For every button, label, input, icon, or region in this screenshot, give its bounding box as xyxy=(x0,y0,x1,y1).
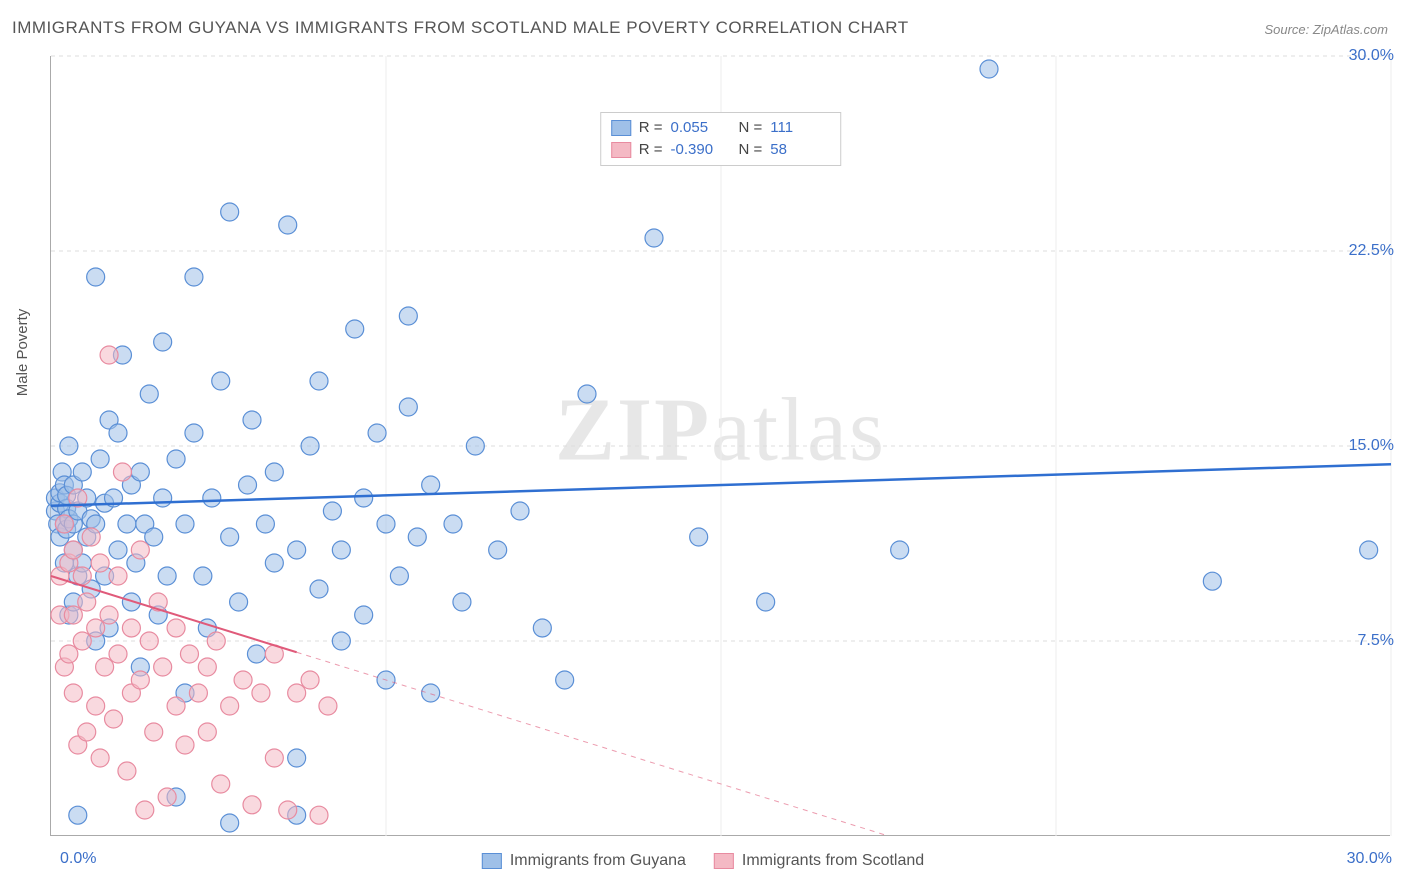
correlation-legend: R = 0.055 N = 111 R = -0.390 N = 58 xyxy=(600,112,842,166)
x-tick-min: 0.0% xyxy=(60,850,96,868)
legend-label-scotland: Immigrants from Scotland xyxy=(742,852,924,870)
y-axis-label: Male Poverty xyxy=(14,309,31,397)
series-legend: Immigrants from Guyana Immigrants from S… xyxy=(482,852,924,870)
r-label: R = xyxy=(639,117,663,139)
y-tick-label: 7.5% xyxy=(1358,632,1394,650)
r-value-scotland: -0.390 xyxy=(671,139,731,161)
plot-svg xyxy=(51,56,1390,835)
legend-label-guyana: Immigrants from Guyana xyxy=(510,852,686,870)
n-value-guyana: 111 xyxy=(770,117,830,139)
r-value-guyana: 0.055 xyxy=(671,117,731,139)
n-label: N = xyxy=(739,117,763,139)
legend-row-scotland: R = -0.390 N = 58 xyxy=(611,139,831,161)
legend-row-guyana: R = 0.055 N = 111 xyxy=(611,117,831,139)
chart-container: IMMIGRANTS FROM GUYANA VS IMMIGRANTS FRO… xyxy=(0,0,1406,892)
legend-item-scotland: Immigrants from Scotland xyxy=(714,852,924,870)
y-tick-label: 30.0% xyxy=(1349,47,1394,65)
y-tick-label: 22.5% xyxy=(1349,242,1394,260)
chart-title: IMMIGRANTS FROM GUYANA VS IMMIGRANTS FRO… xyxy=(12,18,909,38)
swatch-guyana xyxy=(611,120,631,136)
y-tick-label: 15.0% xyxy=(1349,437,1394,455)
plot-area: ZIPatlas R = 0.055 N = 111 R = -0.390 N … xyxy=(50,56,1390,836)
legend-item-guyana: Immigrants from Guyana xyxy=(482,852,686,870)
swatch-guyana-bottom xyxy=(482,853,502,869)
swatch-scotland-bottom xyxy=(714,853,734,869)
r-label: R = xyxy=(639,139,663,161)
swatch-scotland xyxy=(611,142,631,158)
n-label: N = xyxy=(739,139,763,161)
n-value-scotland: 58 xyxy=(770,139,830,161)
source-attribution: Source: ZipAtlas.com xyxy=(1264,22,1388,37)
x-tick-max: 30.0% xyxy=(1347,850,1392,868)
